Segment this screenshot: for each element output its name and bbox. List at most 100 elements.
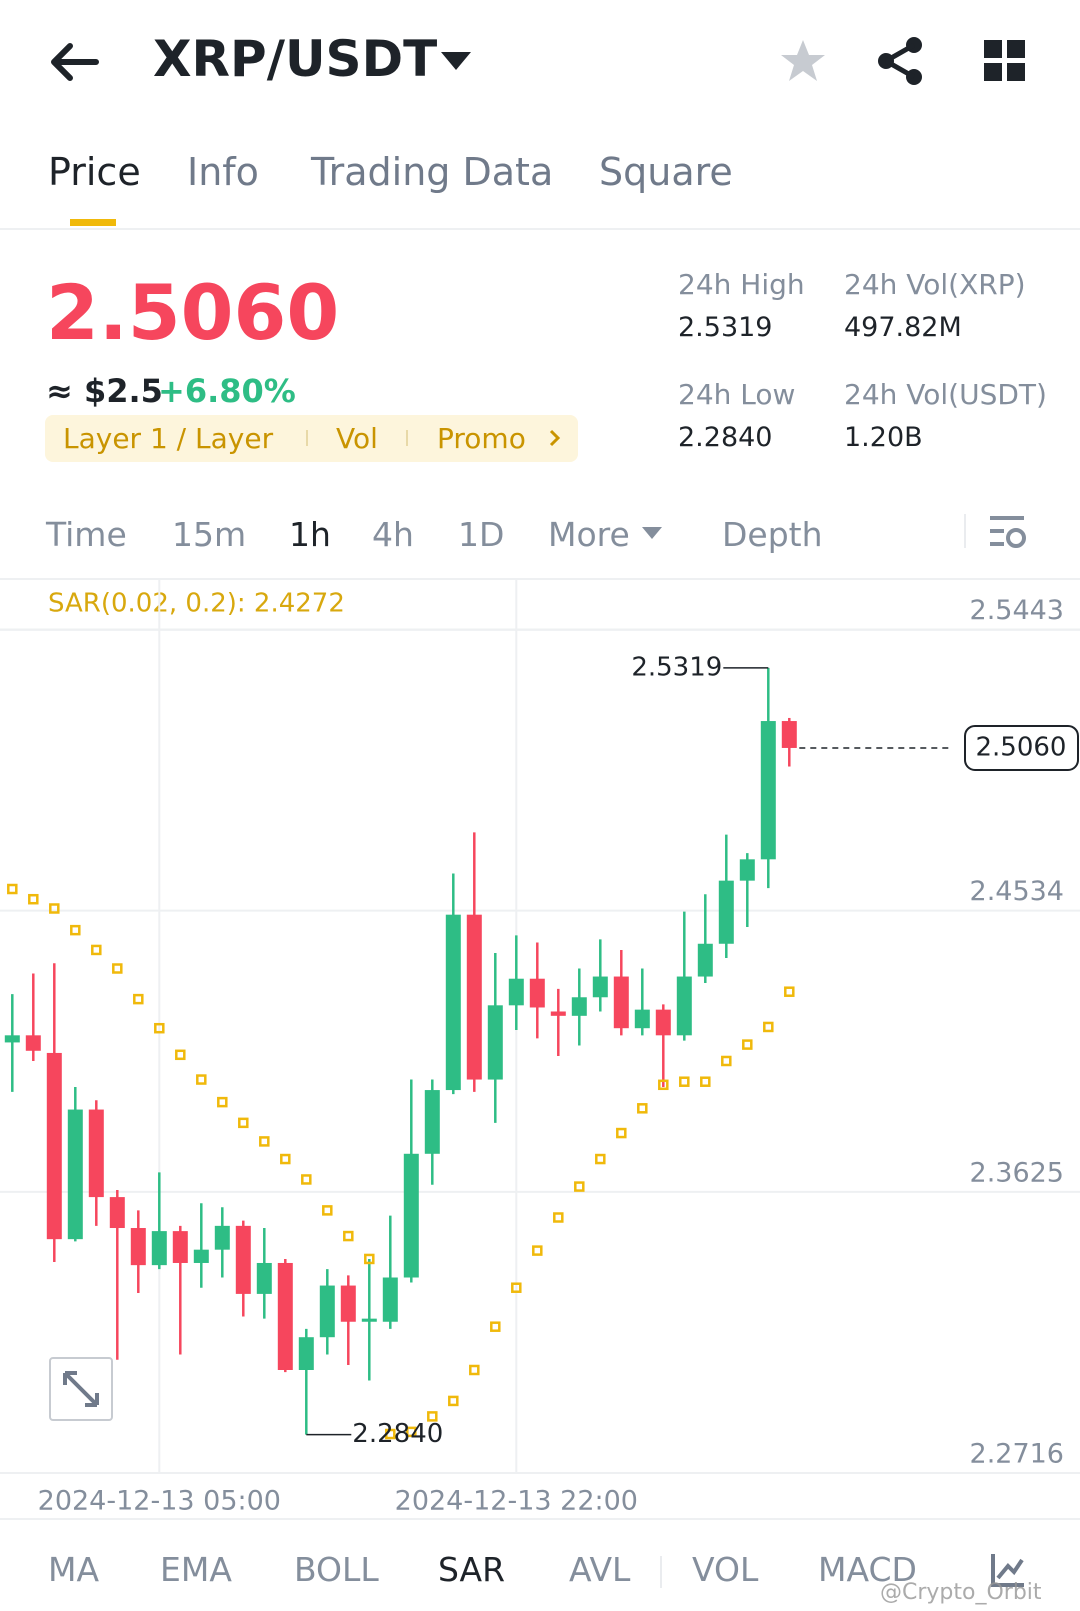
pair-caret[interactable] [441, 52, 471, 72]
tab-indicator [70, 219, 116, 226]
interval-active[interactable]: 1h [289, 515, 331, 554]
sar-dot [259, 1136, 270, 1147]
candle-body [529, 978, 545, 1008]
sar-dot [406, 1426, 417, 1438]
indicator-tab[interactable]: MACD [818, 1550, 917, 1589]
divider [0, 228, 1080, 230]
stat-label: 24h Vol(XRP) [844, 268, 1026, 301]
candle-body [424, 1090, 440, 1154]
candle-body [4, 1035, 20, 1043]
divider [0, 1518, 1080, 1520]
indicator-tab[interactable]: BOLL [294, 1550, 379, 1589]
chart-settings-icon[interactable] [988, 514, 1028, 552]
separator [660, 1556, 662, 1588]
sar-dot [427, 1411, 438, 1422]
sar-dot [385, 1428, 396, 1440]
candle-body [487, 1005, 503, 1080]
interval[interactable]: 1D [458, 515, 505, 554]
y-tick-label: 2.3625 [970, 1157, 1064, 1188]
indicator-tab[interactable]: MA [48, 1550, 100, 1589]
x-tick-label: 2024-12-13 05:00 [38, 1486, 281, 1517]
candle-body [613, 976, 629, 1029]
indicator-tab[interactable]: AVL [569, 1550, 631, 1589]
interval[interactable]: 4h [372, 515, 414, 554]
separator [964, 514, 966, 548]
fiat-price: ≈ $2.5 [46, 372, 163, 410]
candle-body [445, 914, 461, 1091]
tag-bar[interactable] [45, 415, 578, 462]
sar-dot [784, 986, 795, 997]
divider [0, 578, 1080, 580]
last-price-box [964, 724, 1079, 771]
stat-value: 497.82M [844, 312, 962, 343]
sar-dot [175, 1049, 186, 1061]
sar-dot [490, 1321, 501, 1332]
stat-label: 24h Vol(USDT) [844, 378, 1047, 411]
share-icon[interactable] [876, 36, 924, 86]
indicator-tab-active[interactable]: SAR [438, 1550, 506, 1589]
candle-body [214, 1225, 230, 1250]
indicator-tab[interactable]: VOL [692, 1550, 759, 1589]
tag[interactable]: Vol [336, 422, 378, 455]
interval[interactable]: 15m [172, 515, 247, 554]
tag-chevron [549, 429, 561, 447]
indicator-legend: SAR(0.02, 0.2): 2.4272 [48, 589, 345, 619]
sar-dot [637, 1103, 648, 1114]
indicator-settings-icon[interactable] [990, 1552, 1026, 1588]
indicator-tab[interactable]: EMA [160, 1550, 232, 1589]
sar-dot [70, 924, 81, 936]
sar-dot [721, 1055, 732, 1067]
stat-label: 24h High [678, 268, 805, 301]
sar-dot [511, 1282, 522, 1293]
sar-dot [742, 1039, 753, 1050]
more-caret [642, 527, 662, 539]
depth-tab[interactable]: Depth [722, 515, 823, 554]
sar-dot [28, 893, 39, 905]
back-button[interactable] [50, 42, 100, 82]
sar-dot [763, 1021, 774, 1033]
favorite-icon[interactable] [780, 38, 826, 84]
sar-dot [448, 1395, 459, 1407]
stat-value: 1.20B [844, 422, 923, 453]
menu-icon[interactable] [984, 40, 1026, 82]
candle-body [340, 1285, 356, 1322]
candle-body [592, 976, 608, 998]
candle-body [277, 1262, 293, 1370]
sar-dot [364, 1253, 375, 1265]
candle-body [256, 1262, 272, 1294]
candle-body [235, 1225, 251, 1294]
candle-body [298, 1337, 314, 1370]
sar-dot [112, 963, 123, 974]
tab-square[interactable]: Square [599, 150, 733, 194]
tag[interactable]: Layer 1 / Layer [63, 422, 274, 455]
candle-body [760, 721, 776, 860]
candle-body [361, 1318, 377, 1322]
candle-body [634, 1009, 650, 1029]
candle-body [172, 1231, 188, 1263]
candle-body [655, 1009, 671, 1036]
stat-value: 2.5319 [678, 312, 773, 343]
tab-trading-data[interactable]: Trading Data [311, 150, 554, 194]
candle-body [25, 1035, 41, 1051]
candle-body [130, 1228, 146, 1266]
tab-info[interactable]: Info [187, 150, 259, 194]
sar-dot [553, 1212, 564, 1223]
interval-more[interactable]: More [548, 515, 630, 554]
sar-dot [616, 1127, 627, 1139]
sar-dot [301, 1174, 312, 1185]
tag[interactable]: Promo [437, 422, 526, 455]
sar-dot [574, 1181, 585, 1192]
candle-body [571, 997, 587, 1016]
fullscreen-button[interactable] [49, 1357, 113, 1421]
tab-price[interactable]: Price [48, 150, 141, 194]
sar-dot [49, 903, 60, 914]
candle-body [46, 1052, 62, 1240]
candle-body [550, 1011, 566, 1016]
last-price: 2.5060 [46, 268, 340, 357]
interval[interactable]: Time [46, 515, 127, 554]
pair-title[interactable]: XRP/USDT [153, 30, 438, 88]
sar-dot [679, 1076, 690, 1087]
candle-body [88, 1109, 104, 1198]
candle-body [403, 1153, 419, 1278]
